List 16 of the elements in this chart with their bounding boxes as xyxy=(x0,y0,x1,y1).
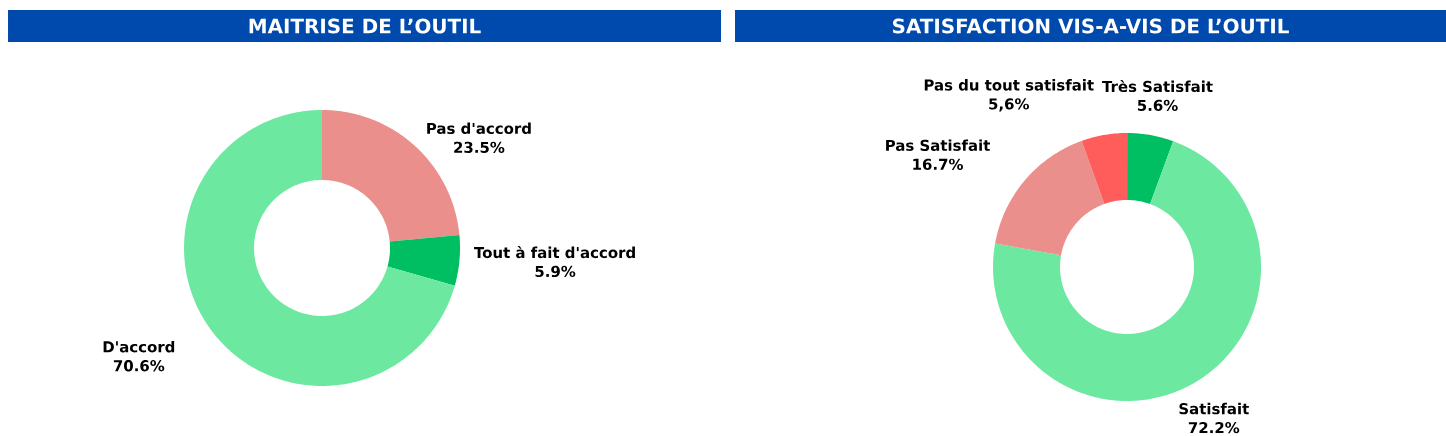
slice-label: Pas Satisfait xyxy=(886,139,990,152)
data-label: 23.5% xyxy=(454,141,505,153)
slice-label: D'accord xyxy=(103,340,175,353)
slice-label: Tout à fait d'accord xyxy=(474,246,635,259)
data-label: 5,6% xyxy=(989,98,1030,112)
data-label: 70.6% xyxy=(113,360,165,372)
slice-label: Satisfait xyxy=(1179,402,1249,415)
chart-title: SATISFACTION VIS-A-VIS DE L’OUTIL xyxy=(892,18,1289,34)
data-label: 5.9% xyxy=(535,265,576,278)
data-label: 16.7% xyxy=(913,158,963,170)
chart-title: MAITRISE DE L’OUTIL xyxy=(249,18,481,34)
slice-label: Pas du tout satisfait xyxy=(924,79,1094,91)
data-label: 72.2% xyxy=(1188,421,1240,434)
slice-label: Pas d'accord xyxy=(427,122,531,135)
data-label: 5.6% xyxy=(1137,99,1178,112)
slice-label: Très Satisfait xyxy=(1102,79,1213,93)
